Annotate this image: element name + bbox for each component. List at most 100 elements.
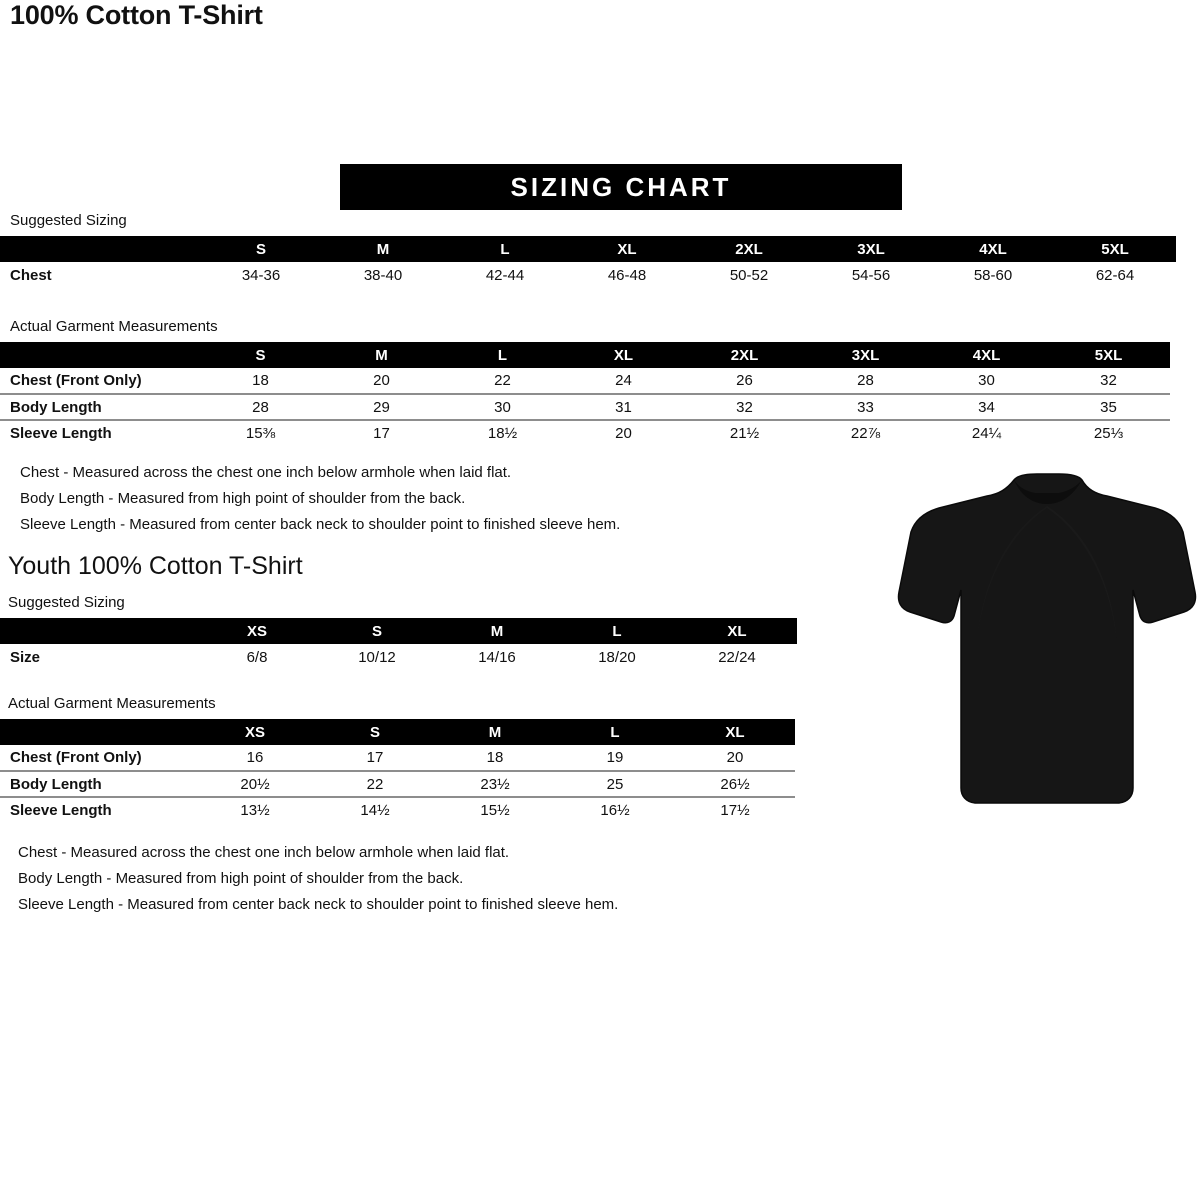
column-header: M <box>322 236 444 262</box>
column-header: XS <box>195 719 315 745</box>
youth-suggested-sizing-label: Suggested Sizing <box>8 594 125 611</box>
column-header: 2XL <box>688 236 810 262</box>
youth-suggested-sizing-table: XS S M L XL Size 6/8 10/12 14/16 18/20 2… <box>0 618 797 670</box>
table-cell: 22 <box>315 770 435 797</box>
table-cell: 14½ <box>315 796 435 823</box>
row-label: Sleeve Length <box>0 419 200 446</box>
table-row: Chest 34-36 38-40 42-44 46-48 50-52 54-5… <box>0 262 1176 288</box>
table-cell: 34-36 <box>241 266 281 284</box>
table-cell: 28 <box>857 372 874 389</box>
table-row: Sleeve Length 15⅜ 17 18½ 20 21½ 22⅞ 24¼ … <box>0 419 1170 446</box>
table-cell: 38-40 <box>363 266 403 284</box>
table-cell: 25 <box>555 770 675 797</box>
table-cell: 10/12 <box>358 648 396 666</box>
table-cell: 42-44 <box>485 266 525 284</box>
column-header: S <box>200 236 322 262</box>
column-header: S <box>317 618 437 644</box>
row-label: Body Length <box>0 770 195 797</box>
sizing-chart-banner-label: SIZING CHART <box>510 171 732 202</box>
table-cell: 16 <box>246 749 264 766</box>
adult-product-title: 100% Cotton T-Shirt <box>10 0 263 30</box>
row-label: Chest <box>10 266 52 284</box>
note-chest: Chest - Measured across the chest one in… <box>18 844 510 861</box>
column-header: M <box>437 618 557 644</box>
column-header: L <box>557 618 677 644</box>
table-cell: 25⅓ <box>1047 419 1170 446</box>
table-cell: 17½ <box>675 796 795 823</box>
table-cell: 13½ <box>195 796 315 823</box>
table-header-row: S M L XL 2XL 3XL 4XL 5XL <box>0 236 1176 262</box>
youth-actual-measurements-table: XS S M L XL Chest (Front Only) 16 17 18 … <box>0 719 795 823</box>
table-cell: 26½ <box>675 770 795 797</box>
note-sleeve-length: Sleeve Length - Measured from center bac… <box>18 896 619 913</box>
adult-measurement-notes: Chest - Measured across the chest one in… <box>20 460 620 538</box>
row-label: Body Length <box>0 393 200 420</box>
table-cell: 22 <box>494 372 511 389</box>
adult-suggested-sizing-label: Suggested Sizing <box>10 212 127 229</box>
table-cell: 15½ <box>435 796 555 823</box>
table-cell: 46-48 <box>607 266 647 284</box>
table-cell: 24 <box>615 372 632 389</box>
table-cell: 30 <box>978 372 995 389</box>
table-cell: 20 <box>726 749 744 766</box>
youth-product-title: Youth 100% Cotton T-Shirt <box>8 552 303 580</box>
table-cell: 6/8 <box>246 648 268 666</box>
table-cell: 23½ <box>435 770 555 797</box>
column-header: L <box>444 236 566 262</box>
column-header: M <box>435 719 555 745</box>
table-cell: 34 <box>926 393 1047 420</box>
table-header-row: XS S M L XL <box>0 618 797 644</box>
column-header: 3XL <box>810 236 932 262</box>
table-cell: 35 <box>1047 393 1170 420</box>
column-header: XL <box>677 618 797 644</box>
table-cell: 15⅜ <box>200 419 321 446</box>
table-cell: 16½ <box>555 796 675 823</box>
table-cell: 18/20 <box>598 648 636 666</box>
table-cell: 28 <box>200 393 321 420</box>
note-sleeve-length: Sleeve Length - Measured from center bac… <box>20 516 621 533</box>
column-header: L <box>555 719 675 745</box>
youth-actual-measurements-label: Actual Garment Measurements <box>8 695 216 712</box>
table-cell: 50-52 <box>729 266 769 284</box>
table-cell: 19 <box>606 749 624 766</box>
row-label: Chest (Front Only) <box>10 749 142 766</box>
table-cell: 14/16 <box>478 648 516 666</box>
youth-measurement-notes: Chest - Measured across the chest one in… <box>18 840 618 918</box>
adult-actual-measurements-label: Actual Garment Measurements <box>10 318 218 335</box>
table-cell: 30 <box>442 393 563 420</box>
table-cell: 62-64 <box>1095 266 1135 284</box>
table-row: Sleeve Length 13½ 14½ 15½ 16½ 17½ <box>0 796 795 823</box>
column-header: M <box>321 342 442 368</box>
table-cell: 58-60 <box>973 266 1013 284</box>
row-label: Chest (Front Only) <box>10 372 142 389</box>
table-header-row: XS S M L XL <box>0 719 795 745</box>
sizing-chart-banner: SIZING CHART <box>340 164 902 210</box>
table-cell: 32 <box>684 393 805 420</box>
table-cell: 17 <box>321 419 442 446</box>
note-chest: Chest - Measured across the chest one in… <box>20 464 512 481</box>
column-header: S <box>315 719 435 745</box>
table-cell: 21½ <box>684 419 805 446</box>
table-cell: 54-56 <box>851 266 891 284</box>
tshirt-collar-shape <box>1014 480 1082 504</box>
column-header: L <box>442 342 563 368</box>
tshirt-product-image <box>897 472 1197 817</box>
table-cell: 32 <box>1100 372 1117 389</box>
table-cell: 22⅞ <box>805 419 926 446</box>
table-corner-cell <box>0 342 200 368</box>
column-header: 5XL <box>1047 342 1170 368</box>
column-header: S <box>200 342 321 368</box>
adult-actual-measurements-table: S M L XL 2XL 3XL 4XL 5XL Chest (Front On… <box>0 342 1170 446</box>
table-row: Body Length 28 29 30 31 32 33 34 35 <box>0 393 1170 420</box>
column-header: XL <box>675 719 795 745</box>
table-cell: 20 <box>373 372 390 389</box>
note-body-length: Body Length - Measured from high point o… <box>20 490 466 507</box>
column-header: XL <box>566 236 688 262</box>
table-cell: 24¼ <box>926 419 1047 446</box>
table-cell: 29 <box>321 393 442 420</box>
table-corner-cell <box>0 236 200 262</box>
table-corner-cell <box>0 719 195 745</box>
table-cell: 26 <box>736 372 753 389</box>
table-cell: 31 <box>563 393 684 420</box>
